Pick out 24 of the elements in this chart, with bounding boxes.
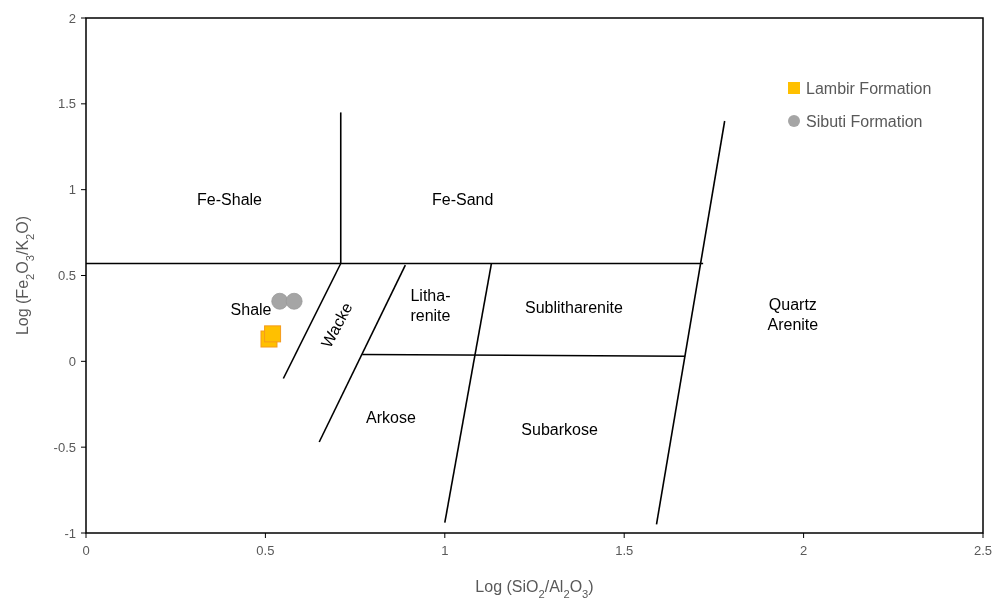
- annotation: Shale: [230, 300, 272, 318]
- annotation: Sublitharenite: [525, 299, 623, 317]
- x-tick-label: 2: [799, 543, 808, 558]
- annotation: Litha- renite: [410, 287, 451, 325]
- y-tick-label: 2: [68, 10, 76, 26]
- y-tick-label: 0: [68, 353, 76, 369]
- y-tick-label: -0.5: [53, 439, 76, 455]
- y-tick-label: -1: [64, 525, 76, 541]
- annotation: Arkose: [366, 408, 416, 426]
- y-tick-label: 0.5: [57, 268, 76, 283]
- x-axis-title: Log (SiO$_{2}$/Al$_{2}$O$_{3}$): [475, 578, 594, 599]
- annotation: Fe-Sand: [432, 190, 494, 208]
- x-tick-label: 1.5: [615, 543, 634, 558]
- x-tick-label: 0.5: [256, 543, 275, 558]
- legend-label: Lambir Formation: [806, 80, 932, 97]
- y-tick-label: 1.5: [57, 96, 76, 112]
- y-tick-label: 1: [68, 182, 76, 198]
- x-tick-label: 0: [82, 543, 90, 558]
- x-tick-label: 1: [441, 543, 449, 558]
- annotation: Fe-Shale: [197, 190, 263, 208]
- annotation: Subarkose: [521, 421, 598, 438]
- annotation: Quartz Arenite: [767, 295, 819, 333]
- legend-label: Sibuti Formation: [806, 113, 923, 130]
- x-tick-label: 2.5: [973, 543, 993, 558]
